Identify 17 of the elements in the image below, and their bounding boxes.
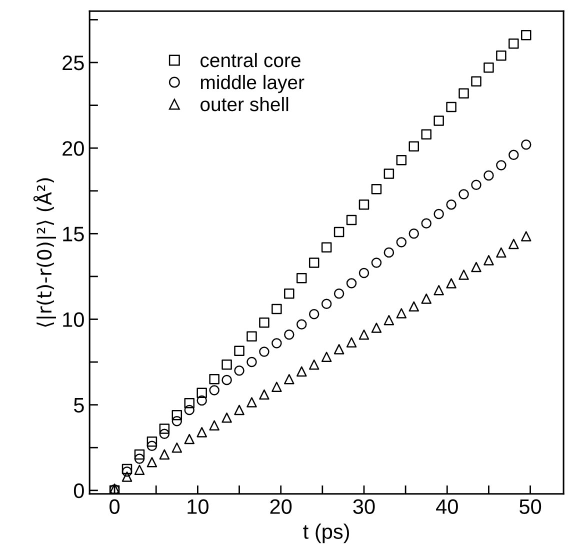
- y-tick-label: 25: [62, 56, 84, 70]
- x-tick-label: 30: [353, 499, 375, 514]
- y-tick-label: 15: [63, 226, 84, 242]
- y-tick-label: 0: [74, 483, 84, 498]
- x-tick-label: 20: [270, 499, 292, 514]
- x-tick-label: 10: [188, 499, 208, 514]
- legend-label: central core: [200, 52, 300, 68]
- x-tick-label: 50: [520, 499, 542, 514]
- x-tick-label: 40: [436, 499, 458, 514]
- y-tick-label: 10: [63, 312, 84, 327]
- x-axis-title: t (ps): [303, 524, 350, 544]
- x-tick-label: 0: [110, 499, 120, 514]
- y-tick-label: 5: [74, 398, 84, 413]
- y-axis-title: ⟨|r(t)-r(0)|²⟩ (Å²): [33, 178, 56, 327]
- y-tick-label: 20: [62, 141, 84, 156]
- legend-label: middle layer: [200, 74, 304, 94]
- legend-label: outer shell: [200, 96, 288, 112]
